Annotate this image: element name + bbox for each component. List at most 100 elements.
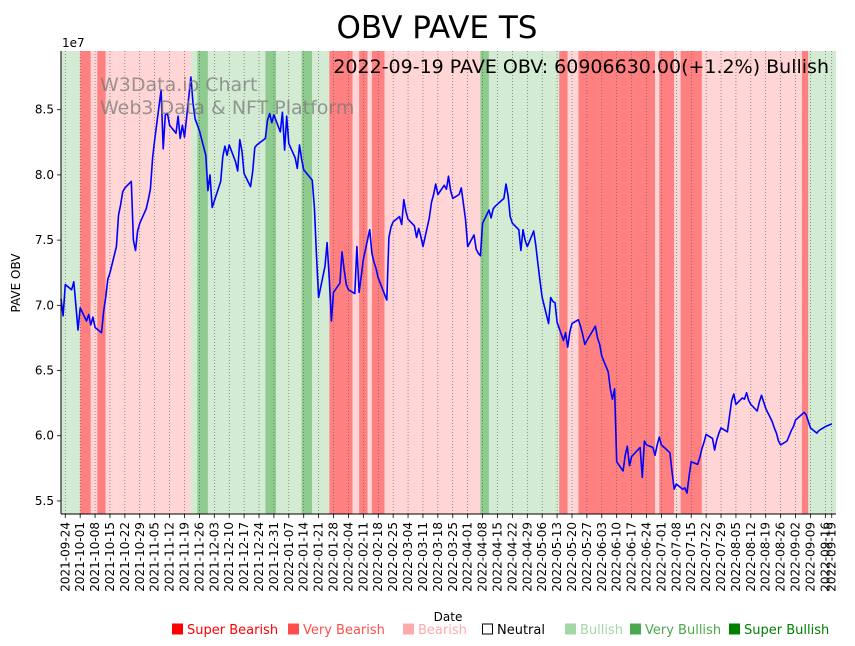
x-tick-label: 2021-11-12 — [163, 522, 177, 592]
legend-label: Bearish — [418, 623, 467, 638]
x-tick-label: 2022-07-15 — [684, 522, 698, 592]
legend-swatch — [482, 623, 493, 635]
legend-item-very-bearish: Very Bearish — [288, 623, 385, 638]
band-very-bullish-20 — [480, 51, 489, 514]
x-tick-label: 2022-07-22 — [699, 522, 713, 592]
obv-line — [60, 76, 833, 494]
x-tick-label: 2022-07-01 — [654, 522, 668, 592]
legend: Super Bearish Very Bearish Bearish Neutral B… — [172, 623, 829, 638]
x-tick-label: 2021-12-17 — [237, 522, 251, 592]
x-axis-label: Date — [434, 610, 463, 624]
band-bearish-29 — [701, 51, 713, 514]
band-bullish-6 — [190, 51, 198, 514]
band-very-bearish-1 — [80, 51, 91, 514]
x-tick-label: 2021-11-19 — [178, 522, 192, 592]
x-tick-label: 2021-10-15 — [103, 522, 117, 592]
y-tick-label: 8.5 — [35, 103, 54, 117]
band-bullish-9 — [216, 51, 266, 514]
x-tick-label: 2022-07-29 — [714, 522, 728, 592]
x-tick-label: 2022-08-19 — [759, 522, 773, 592]
band-bearish-23 — [567, 51, 579, 514]
x-tick-label: 2022-02-04 — [341, 522, 355, 592]
legend-item-bearish: Bearish — [403, 623, 467, 638]
x-tick-label: 2021-10-01 — [73, 522, 87, 592]
band-bullish-0 — [61, 51, 81, 514]
legend-swatch — [729, 623, 740, 635]
x-tick-label: 2022-01-07 — [282, 522, 296, 592]
band-very-bearish-26 — [659, 51, 675, 514]
x-tick-label: 2022-09-02 — [789, 522, 803, 592]
x-tick-label: 2022-02-11 — [356, 522, 370, 592]
legend-label: Super Bullish — [744, 623, 829, 638]
axes: 2021-09-24 2021-10-01 2021-10-08 2021-10-15… — [35, 51, 839, 592]
band-very-bearish-3 — [97, 51, 106, 514]
x-tick-label: 2022-09-19 — [825, 522, 839, 592]
band-bearish-27 — [674, 51, 681, 514]
x-tick-label: 2022-06-24 — [640, 522, 654, 592]
x-tick-label: 2022-01-21 — [312, 522, 326, 592]
y-tick-label: 7.0 — [35, 298, 54, 312]
legend-label: Neutral — [497, 623, 545, 638]
band-bearish-30 — [712, 51, 802, 514]
band-very-bearish-22 — [559, 51, 568, 514]
x-tick-label: 2022-03-18 — [431, 522, 445, 592]
x-tick-label: 2021-10-08 — [88, 522, 102, 592]
legend-item-super-bearish: Super Bearish — [172, 623, 278, 638]
legend-label: Bullish — [580, 623, 623, 638]
x-tick-label: 2022-04-01 — [461, 522, 475, 592]
legend-swatch — [172, 623, 183, 635]
band-bearish-17 — [367, 51, 372, 514]
band-bullish-32 — [808, 51, 836, 514]
x-tick-label: 2022-04-22 — [505, 522, 519, 592]
band-bearish-5 — [116, 51, 191, 514]
band-very-bullish-7 — [197, 51, 208, 514]
x-tick-label: 2021-09-24 — [58, 522, 72, 592]
x-tick-label: 2022-09-16 — [818, 522, 832, 592]
band-bullish-13 — [312, 51, 330, 514]
band-bearish-25 — [655, 51, 660, 514]
y-tick-label: 6.5 — [35, 364, 54, 378]
x-tick-label: 2021-12-03 — [207, 522, 221, 592]
x-tick-label: 2021-12-10 — [222, 522, 236, 592]
y-tick-label: 5.5 — [35, 494, 54, 508]
legend-item-very-bullish: Very Bullish — [630, 623, 721, 638]
x-tick-label: 2022-04-08 — [476, 522, 490, 592]
band-very-bearish-31 — [801, 51, 809, 514]
x-tick-label: 2022-02-18 — [371, 522, 385, 592]
x-tick-label: 2021-11-26 — [192, 522, 206, 592]
x-tick-label: 2022-01-28 — [327, 522, 341, 592]
legend-item-super-bullish: Super Bullish — [729, 623, 829, 638]
x-tick-label: 2022-04-29 — [520, 522, 534, 592]
legend-item-bullish: Bullish — [565, 623, 623, 638]
x-tick-label: 2022-05-13 — [550, 522, 564, 592]
x-tick-label: 2022-02-25 — [386, 522, 400, 592]
obv-line-layer — [60, 76, 833, 494]
x-tick-label: 2021-12-31 — [267, 522, 281, 592]
latest-value-annotation: 2022-09-19 PAVE OBV: 60906630.00(+1.2%) … — [333, 56, 829, 78]
y-scale-multiplier: 1e7 — [62, 36, 85, 50]
band-very-bullish-12 — [301, 51, 313, 514]
x-tick-label: 2021-10-29 — [133, 522, 147, 592]
band-bearish-2 — [90, 51, 98, 514]
x-tick-label: 2022-06-03 — [595, 522, 609, 592]
x-tick-label: 2022-07-08 — [669, 522, 683, 592]
x-tick-label: 2022-04-15 — [491, 522, 505, 592]
chart-title: OBV PAVE TS — [337, 10, 538, 46]
legend-swatch — [403, 623, 414, 635]
x-tick-label: 2022-08-26 — [774, 522, 788, 592]
x-tick-label: 2022-06-17 — [625, 522, 639, 592]
y-axis-label: PAVE OBV — [9, 253, 23, 313]
x-tick-label: 2022-09-09 — [804, 522, 818, 592]
x-tick-label: 2021-12-24 — [252, 522, 266, 592]
band-bearish-4 — [105, 51, 117, 514]
x-gridlines — [64, 51, 833, 514]
x-tick-label: 2021-10-22 — [118, 522, 132, 592]
x-tick-label: 2022-03-11 — [416, 522, 430, 592]
watermark-line-1: W3Data.io Chart — [100, 74, 257, 96]
band-bullish-8 — [207, 51, 217, 514]
x-tick-label: 2022-03-04 — [401, 522, 415, 592]
x-tick-label: 2022-06-10 — [610, 522, 624, 592]
band-very-bearish-14 — [329, 51, 353, 514]
x-tick-label: 2022-05-20 — [565, 522, 579, 592]
y-tick-label: 7.5 — [35, 233, 54, 247]
